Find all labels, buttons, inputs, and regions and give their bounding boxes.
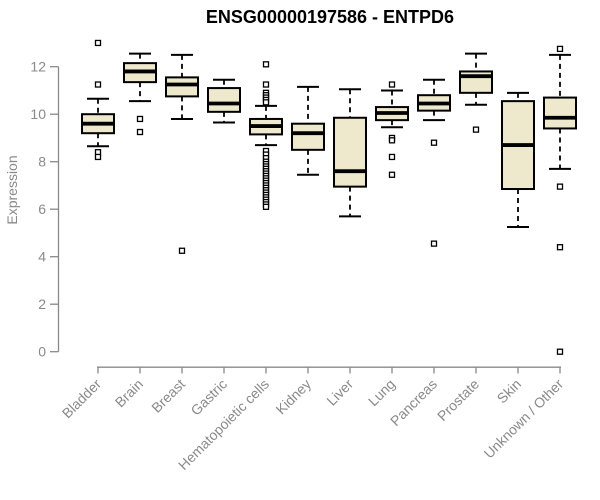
boxplot-skin bbox=[501, 91, 535, 229]
x-tick-label-kidney: Kidney bbox=[273, 376, 315, 418]
outlier-point bbox=[94, 81, 102, 88]
outlier-point bbox=[388, 137, 396, 144]
x-tick-label-bladder: Bladder bbox=[59, 376, 105, 422]
outlier-point bbox=[556, 244, 564, 251]
outlier-point bbox=[136, 115, 144, 123]
iqr-box bbox=[291, 122, 325, 151]
y-tick-label: 12 bbox=[30, 59, 46, 75]
boxplot-gastric bbox=[207, 78, 241, 124]
y-tick-label: 4 bbox=[38, 249, 46, 265]
boxplot-bladder bbox=[81, 39, 115, 161]
boxplot-prostate bbox=[459, 52, 493, 133]
x-tick-label-prostate: Prostate bbox=[434, 376, 482, 424]
boxes bbox=[81, 39, 577, 355]
boxplot-lung bbox=[375, 81, 409, 178]
outlier-point bbox=[94, 153, 102, 161]
iqr-box bbox=[333, 116, 367, 188]
boxplot-unknown-other bbox=[543, 45, 577, 355]
outlier-point bbox=[262, 61, 270, 68]
iqr-box bbox=[165, 76, 199, 98]
iqr-box bbox=[207, 87, 241, 113]
y-axis-label: Expression bbox=[4, 155, 20, 224]
outlier-point bbox=[262, 99, 270, 106]
outlier-point bbox=[556, 348, 564, 355]
outlier-point bbox=[472, 126, 480, 133]
x-tick-label-unknown-other: Unknown / Other bbox=[481, 376, 567, 462]
outlier-point bbox=[388, 81, 396, 88]
outlier-point bbox=[388, 153, 396, 161]
outlier-point bbox=[94, 39, 102, 47]
x-tick-label-skin: Skin bbox=[494, 376, 525, 407]
outlier-point bbox=[178, 247, 186, 254]
outlier-point bbox=[430, 240, 438, 247]
y-tick-label: 2 bbox=[38, 296, 46, 312]
outlier-point bbox=[388, 171, 396, 178]
boxplot-hematopoietic-cells bbox=[249, 61, 283, 210]
y-tick-label: 8 bbox=[38, 154, 46, 170]
iqr-box bbox=[543, 96, 577, 130]
outlier-point bbox=[430, 139, 438, 146]
outlier-point bbox=[262, 203, 270, 210]
boxplot-brain bbox=[123, 52, 157, 136]
x-tick-label-lung: Lung bbox=[365, 376, 398, 409]
outlier-point bbox=[262, 81, 270, 88]
x-tick-label-liver: Liver bbox=[323, 376, 356, 409]
boxplot-kidney bbox=[291, 85, 325, 176]
boxplot-liver bbox=[333, 88, 367, 218]
boxplot-pancreas bbox=[417, 78, 451, 247]
y-tick-label: 6 bbox=[38, 201, 46, 217]
y-tick-label: 10 bbox=[30, 106, 46, 122]
outlier-point bbox=[556, 45, 564, 53]
x-tick-label-brain: Brain bbox=[112, 376, 146, 410]
outlier-point bbox=[556, 183, 564, 190]
x-tick-label-breast: Breast bbox=[148, 376, 188, 416]
outlier-point bbox=[136, 128, 144, 136]
x-tick-label-pancreas: Pancreas bbox=[387, 376, 440, 429]
y-tick-label: 0 bbox=[38, 344, 46, 360]
chart-title: ENSG00000197586 - ENTPD6 bbox=[206, 7, 454, 27]
boxplot-breast bbox=[165, 53, 199, 254]
